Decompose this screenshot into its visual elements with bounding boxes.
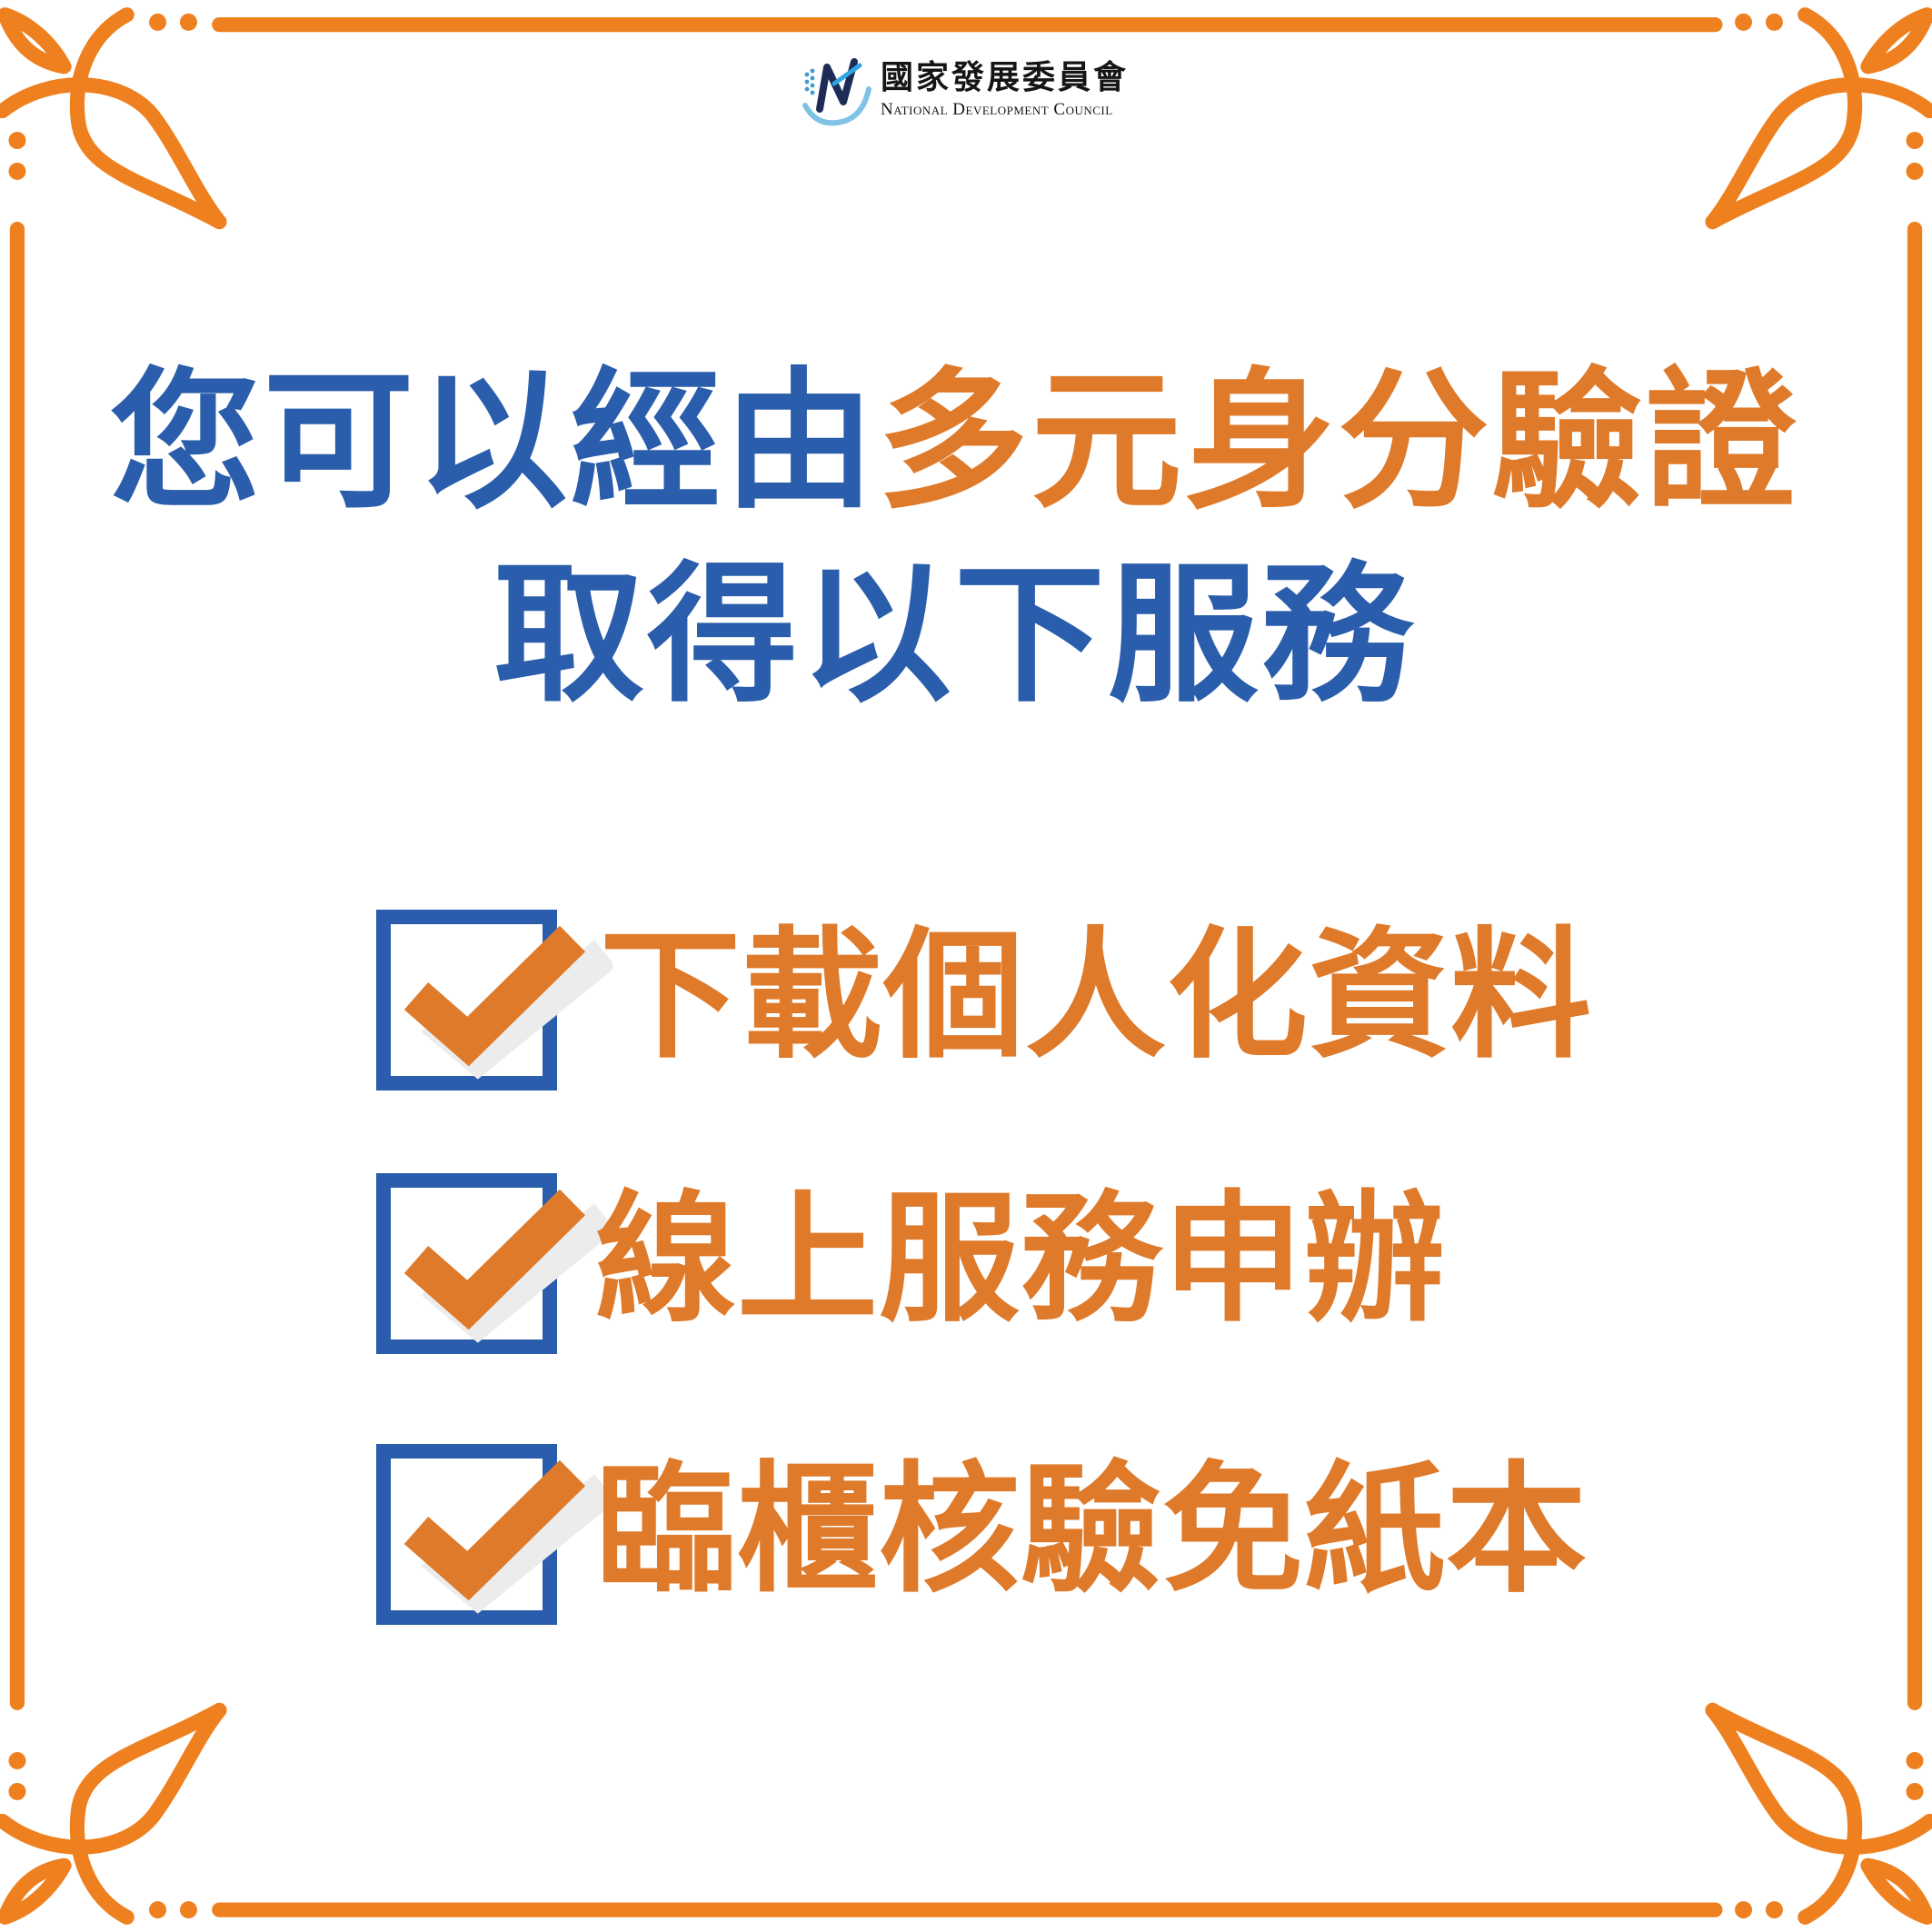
headline-line-1: 您可以經由多元身分驗證 bbox=[0, 345, 1908, 539]
checklist-item: 臨櫃核驗免紙本 bbox=[376, 1444, 1648, 1635]
headline-blue-segment: 您可以經由 bbox=[109, 354, 878, 530]
checklist-item-label: 線上服務申辦 bbox=[595, 1177, 1446, 1341]
corner-ornament-top-right bbox=[1713, 14, 1930, 222]
logo-name-chinese: 國家發展委員會 bbox=[881, 58, 1130, 96]
headline-orange-segment: 多元身分驗證 bbox=[877, 354, 1799, 530]
checklist-item: 線上服務申辦 bbox=[376, 1173, 1648, 1364]
headline-line-2: 取得以下服務 bbox=[493, 548, 1415, 723]
logo-name-english: National Development Council bbox=[881, 100, 1113, 119]
checkbox-checked-icon bbox=[376, 1444, 612, 1625]
headline: 您可以經由多元身分驗證 取得以下服務 bbox=[0, 345, 1908, 732]
checklist-item-label: 下載個人化資料 bbox=[600, 913, 1592, 1078]
checkbox-checked-icon bbox=[376, 910, 612, 1090]
ndc-logo-icon bbox=[802, 58, 871, 126]
checkmark-icon bbox=[403, 1459, 586, 1601]
checklist-item: 下載個人化資料 bbox=[376, 910, 1648, 1100]
corner-ornament-bottom-left bbox=[3, 1710, 220, 1918]
checkmark-icon bbox=[403, 1189, 586, 1330]
checkmark-icon bbox=[403, 925, 586, 1067]
checkbox-checked-icon bbox=[376, 1173, 612, 1354]
corner-ornament-top-left bbox=[3, 14, 220, 222]
checklist-item-label: 臨櫃核驗免紙本 bbox=[595, 1448, 1588, 1612]
corner-ornament-bottom-right bbox=[1713, 1710, 1930, 1918]
